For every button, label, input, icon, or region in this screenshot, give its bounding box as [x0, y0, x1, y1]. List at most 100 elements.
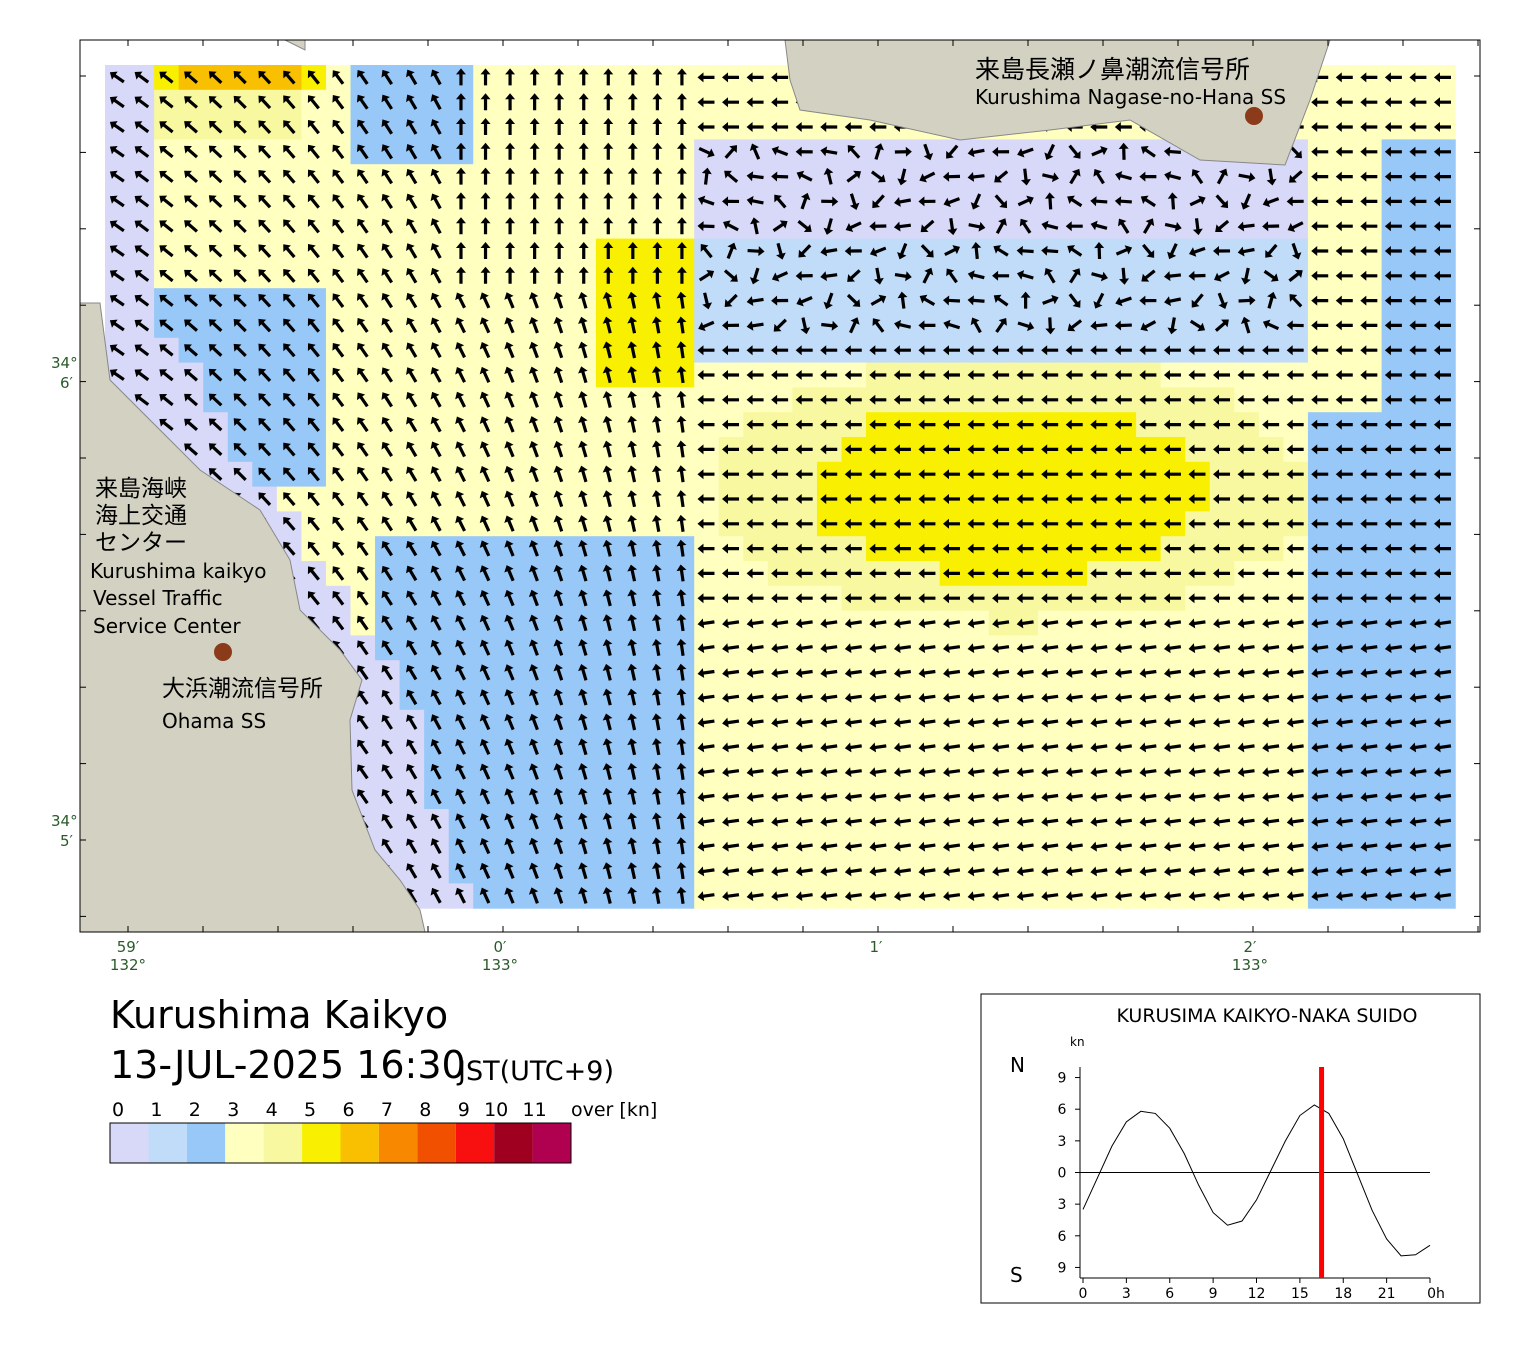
current-arrow	[1286, 668, 1304, 678]
map-border	[79, 39, 1481, 933]
current-arrow	[967, 792, 985, 802]
current-arrow	[184, 418, 199, 432]
current-arrow	[967, 841, 985, 852]
current-arrow	[1163, 568, 1181, 579]
current-arrow	[455, 391, 466, 408]
current-arrow	[406, 144, 418, 160]
current-arrow	[504, 862, 515, 880]
current-arrow	[701, 167, 712, 185]
legend-label: 5	[304, 1099, 316, 1121]
current-arrow	[1045, 317, 1056, 335]
current-arrow	[722, 97, 740, 108]
current-arrow	[1016, 345, 1034, 356]
current-arrow	[134, 195, 150, 208]
current-arrow	[1360, 146, 1378, 157]
current-arrow	[844, 618, 862, 629]
current-arrow	[1262, 742, 1280, 753]
current-arrow	[844, 742, 862, 753]
current-arrow	[697, 643, 715, 654]
current-arrow	[1016, 891, 1034, 902]
current-arrow	[697, 593, 715, 604]
current-arrow	[676, 514, 687, 532]
current-arrow	[1384, 444, 1402, 455]
current-arrow	[1017, 321, 1035, 332]
current-arrow	[1163, 271, 1182, 282]
current-arrow	[1237, 742, 1255, 753]
current-arrow	[771, 171, 789, 182]
current-arrow	[134, 294, 150, 307]
current-arrow	[1237, 568, 1255, 579]
current-arrow	[578, 763, 588, 780]
land	[79, 39, 1331, 933]
current-arrow	[651, 415, 662, 433]
current-arrow	[184, 145, 199, 159]
current-arrow	[1335, 246, 1353, 256]
current-arrow	[1286, 370, 1304, 380]
current-arrow	[430, 69, 442, 86]
legend-swatch	[302, 1123, 341, 1163]
current-arrow	[455, 142, 466, 160]
current-arrow	[381, 144, 393, 160]
current-arrow	[504, 689, 515, 706]
current-arrow	[1384, 643, 1403, 654]
current-arrow	[1139, 767, 1157, 778]
current-arrow	[1335, 295, 1353, 306]
current-arrow	[356, 70, 369, 85]
current-arrow	[283, 169, 296, 184]
current-arrow	[724, 293, 738, 307]
current-arrow	[455, 192, 466, 210]
current-arrow	[993, 294, 1009, 307]
current-arrow	[430, 639, 442, 656]
current-arrow	[1409, 221, 1427, 232]
current-arrow	[1164, 717, 1182, 728]
current-arrow	[1238, 172, 1256, 183]
current-arrow	[1090, 742, 1108, 753]
lon-label: 0′	[494, 938, 508, 956]
current-arrow	[356, 690, 369, 705]
current-arrow	[651, 316, 662, 334]
current-arrow	[849, 317, 860, 334]
current-arrow	[750, 217, 760, 235]
current-arrow	[697, 469, 715, 480]
current-arrow	[992, 792, 1010, 802]
current-arrow	[1262, 419, 1280, 430]
current-arrow	[697, 792, 715, 802]
current-arrow	[1335, 866, 1353, 877]
current-arrow	[820, 668, 838, 678]
current-arrow	[1409, 146, 1427, 157]
current-arrow	[1090, 668, 1108, 678]
current-arrow	[1311, 394, 1329, 405]
current-arrow	[1139, 593, 1157, 604]
current-arrow	[381, 640, 393, 656]
current-arrow	[1434, 792, 1452, 802]
current-arrow	[1384, 270, 1402, 281]
legend-label: 0	[112, 1099, 124, 1121]
current-arrow	[603, 192, 614, 210]
current-arrow	[918, 593, 936, 604]
current-arrow	[776, 242, 786, 260]
current-arrow	[1335, 692, 1353, 703]
current-arrow	[578, 192, 589, 210]
current-arrow	[1291, 242, 1302, 260]
current-arrow	[1068, 293, 1081, 308]
current-arrow	[1069, 168, 1081, 185]
x-tick-label: 18	[1334, 1286, 1352, 1302]
land-west	[79, 302, 426, 933]
current-arrow	[381, 739, 393, 755]
current-arrow	[893, 444, 911, 455]
current-arrow	[771, 816, 789, 827]
current-arrow	[430, 94, 442, 110]
current-arrow	[332, 615, 345, 631]
current-arrow	[992, 146, 1010, 157]
current-arrow	[1311, 171, 1329, 182]
current-arrow	[627, 490, 638, 508]
current-arrow	[1090, 767, 1108, 778]
current-arrow	[1188, 717, 1206, 728]
current-arrow	[1409, 742, 1427, 753]
current-arrow	[1065, 643, 1083, 654]
current-arrow	[1020, 168, 1031, 186]
current-arrow	[480, 68, 491, 86]
current-arrow	[1286, 692, 1304, 703]
current-arrow	[1016, 692, 1034, 703]
current-arrow	[109, 344, 125, 357]
